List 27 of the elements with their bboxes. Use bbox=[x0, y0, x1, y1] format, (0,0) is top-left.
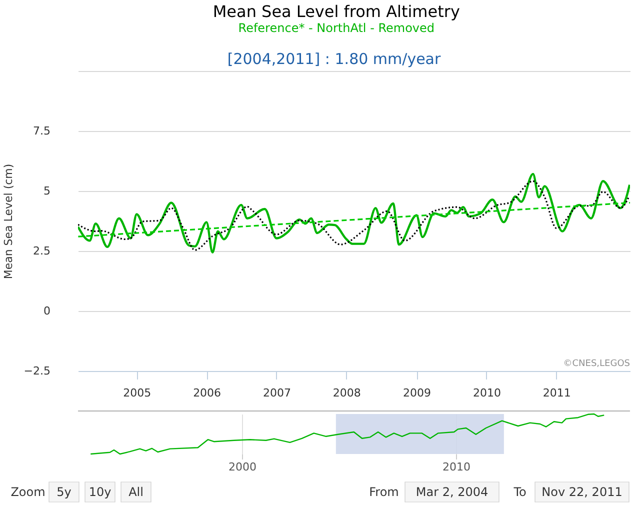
text: [2004,2011] : 1.80 mm/year bbox=[227, 50, 442, 68]
x-tick-label: 2010 bbox=[442, 460, 470, 474]
text: Mar 2, 2004 bbox=[416, 485, 488, 499]
text: To bbox=[512, 485, 526, 499]
y-tick-label: 2.5 bbox=[33, 244, 50, 258]
x-tick-label: 2000 bbox=[228, 460, 256, 474]
text: From bbox=[369, 485, 399, 499]
x-tick-label: 2009 bbox=[403, 386, 432, 400]
y-tick-label: 5 bbox=[44, 184, 50, 198]
y-tick-label: 0 bbox=[44, 304, 50, 318]
y-tick-label: 7.5 bbox=[33, 124, 50, 138]
x-tick-label: 2011 bbox=[542, 386, 571, 400]
x-tick-label: 2005 bbox=[123, 386, 152, 400]
x-tick-label: 2008 bbox=[332, 386, 361, 400]
text: Nov 22, 2011 bbox=[542, 485, 622, 499]
y-tick-label: −2.5 bbox=[24, 364, 50, 378]
text: 10y bbox=[88, 485, 112, 499]
x-tick-label: 2007 bbox=[263, 386, 291, 400]
chart-title: Mean Sea Level from Altimetry bbox=[212, 2, 460, 21]
text: 5y bbox=[56, 485, 72, 499]
text: All bbox=[128, 485, 144, 499]
text: Zoom bbox=[10, 485, 46, 499]
y-axis-title: Mean Sea Level (cm) bbox=[2, 164, 15, 280]
x-tick-label: 2010 bbox=[472, 386, 501, 400]
x-tick-label: 2006 bbox=[193, 386, 222, 400]
annotation: ©CNES,LEGOS bbox=[563, 359, 630, 369]
chart-subtitle: Reference* - NorthAtl - Removed bbox=[238, 21, 435, 35]
